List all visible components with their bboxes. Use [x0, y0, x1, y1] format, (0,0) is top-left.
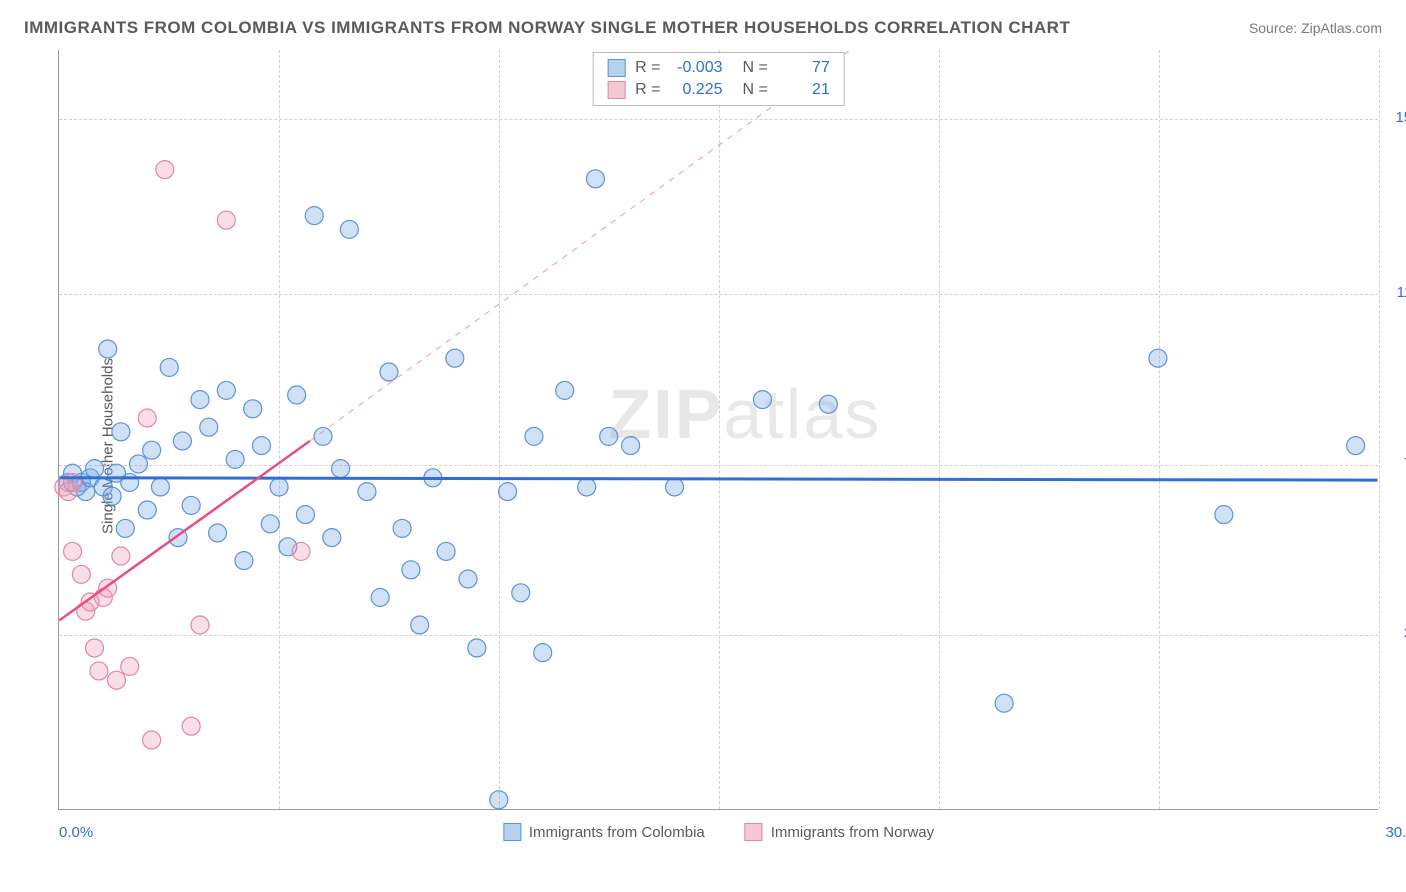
correlation-legend: R = -0.003 N = 77 R = 0.225 N = 21: [592, 52, 845, 106]
legend-swatch-2: [745, 823, 763, 841]
legend-swatch-1: [503, 823, 521, 841]
scatter-svg: [59, 50, 1378, 809]
x-axis-min-label: 0.0%: [59, 824, 93, 841]
series-legend: Immigrants from Colombia Immigrants from…: [503, 823, 934, 841]
legend-item-2: Immigrants from Norway: [745, 823, 934, 841]
plot-region: ZIPatlas R = -0.003 N = 77 R = 0.225 N =…: [58, 50, 1378, 810]
n-value-2: 21: [778, 81, 830, 99]
y-tick-label: 3.8%: [1383, 625, 1406, 642]
x-axis-max-label: 30.0%: [1385, 824, 1406, 841]
legend-label-1: Immigrants from Colombia: [529, 824, 705, 841]
r-label: R =: [635, 59, 660, 77]
series-swatch-2: [607, 81, 625, 99]
n-label: N =: [743, 81, 768, 99]
chart-area: Single Mother Households ZIPatlas R = -0…: [50, 50, 1386, 842]
y-tick-label: 11.2%: [1383, 284, 1406, 301]
series-swatch-1: [607, 59, 625, 77]
n-value-1: 77: [778, 59, 830, 77]
y-tick-label: 15.0%: [1383, 109, 1406, 126]
correlation-row-2: R = 0.225 N = 21: [607, 79, 830, 101]
y-tick-label: 7.5%: [1383, 455, 1406, 472]
source-attribution: Source: ZipAtlas.com: [1249, 20, 1382, 36]
correlation-row-1: R = -0.003 N = 77: [607, 57, 830, 79]
legend-label-2: Immigrants from Norway: [771, 824, 934, 841]
legend-item-1: Immigrants from Colombia: [503, 823, 705, 841]
n-label: N =: [743, 59, 768, 77]
r-label: R =: [635, 81, 660, 99]
chart-title: IMMIGRANTS FROM COLOMBIA VS IMMIGRANTS F…: [24, 18, 1070, 38]
r-value-1: -0.003: [671, 59, 723, 77]
r-value-2: 0.225: [671, 81, 723, 99]
